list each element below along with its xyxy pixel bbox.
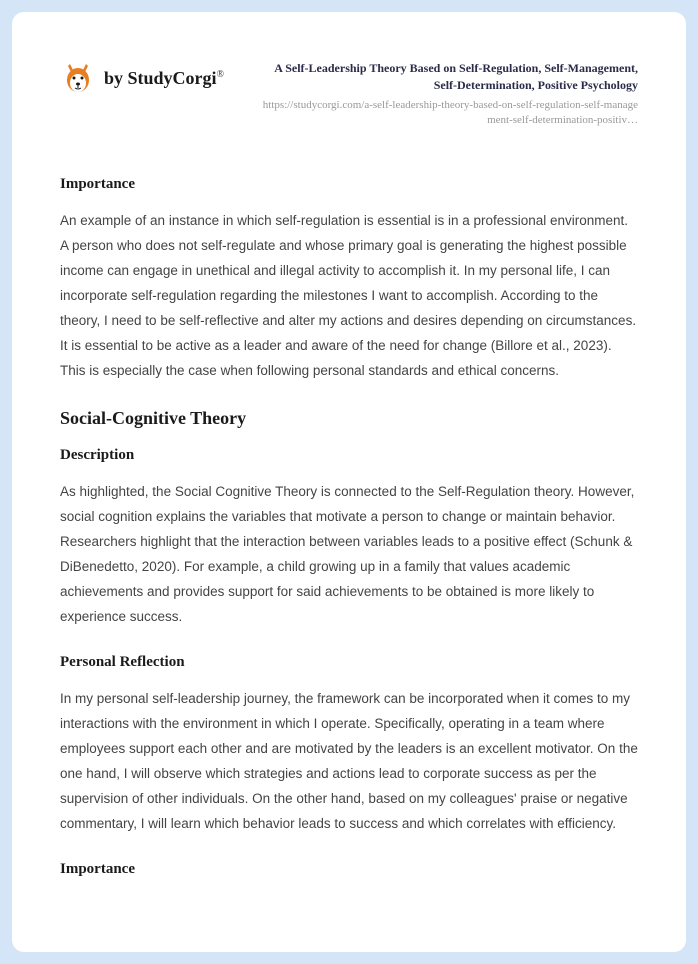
description-text: As highlighted, the Social Cognitive The… [60,480,638,630]
description-heading: Description [60,447,638,464]
logo-trademark: ® [217,69,224,80]
corgi-icon [60,60,96,96]
personal-reflection-heading: Personal Reflection [60,654,638,671]
importance-heading-2: Importance [60,861,638,878]
personal-reflection-text: In my personal self-leadership journey, … [60,687,638,837]
logo-section: by StudyCorgi® [60,60,224,96]
social-cognitive-heading: Social-Cognitive Theory [60,408,638,429]
title-section: A Self-Leadership Theory Based on Self-R… [258,60,638,128]
logo-text: by StudyCorgi® [104,68,224,89]
document-url: https://studycorgi.com/a-self-leadership… [258,98,638,129]
importance-text-1: An example of an instance in which self-… [60,209,638,384]
document-title: A Self-Leadership Theory Based on Self-R… [258,60,638,94]
logo-brand: StudyCorgi [128,68,217,88]
document-page: by StudyCorgi® A Self-Leadership Theory … [12,12,686,952]
importance-heading-1: Importance [60,176,638,193]
document-header: by StudyCorgi® A Self-Leadership Theory … [60,60,638,128]
logo-prefix: by [104,68,123,88]
